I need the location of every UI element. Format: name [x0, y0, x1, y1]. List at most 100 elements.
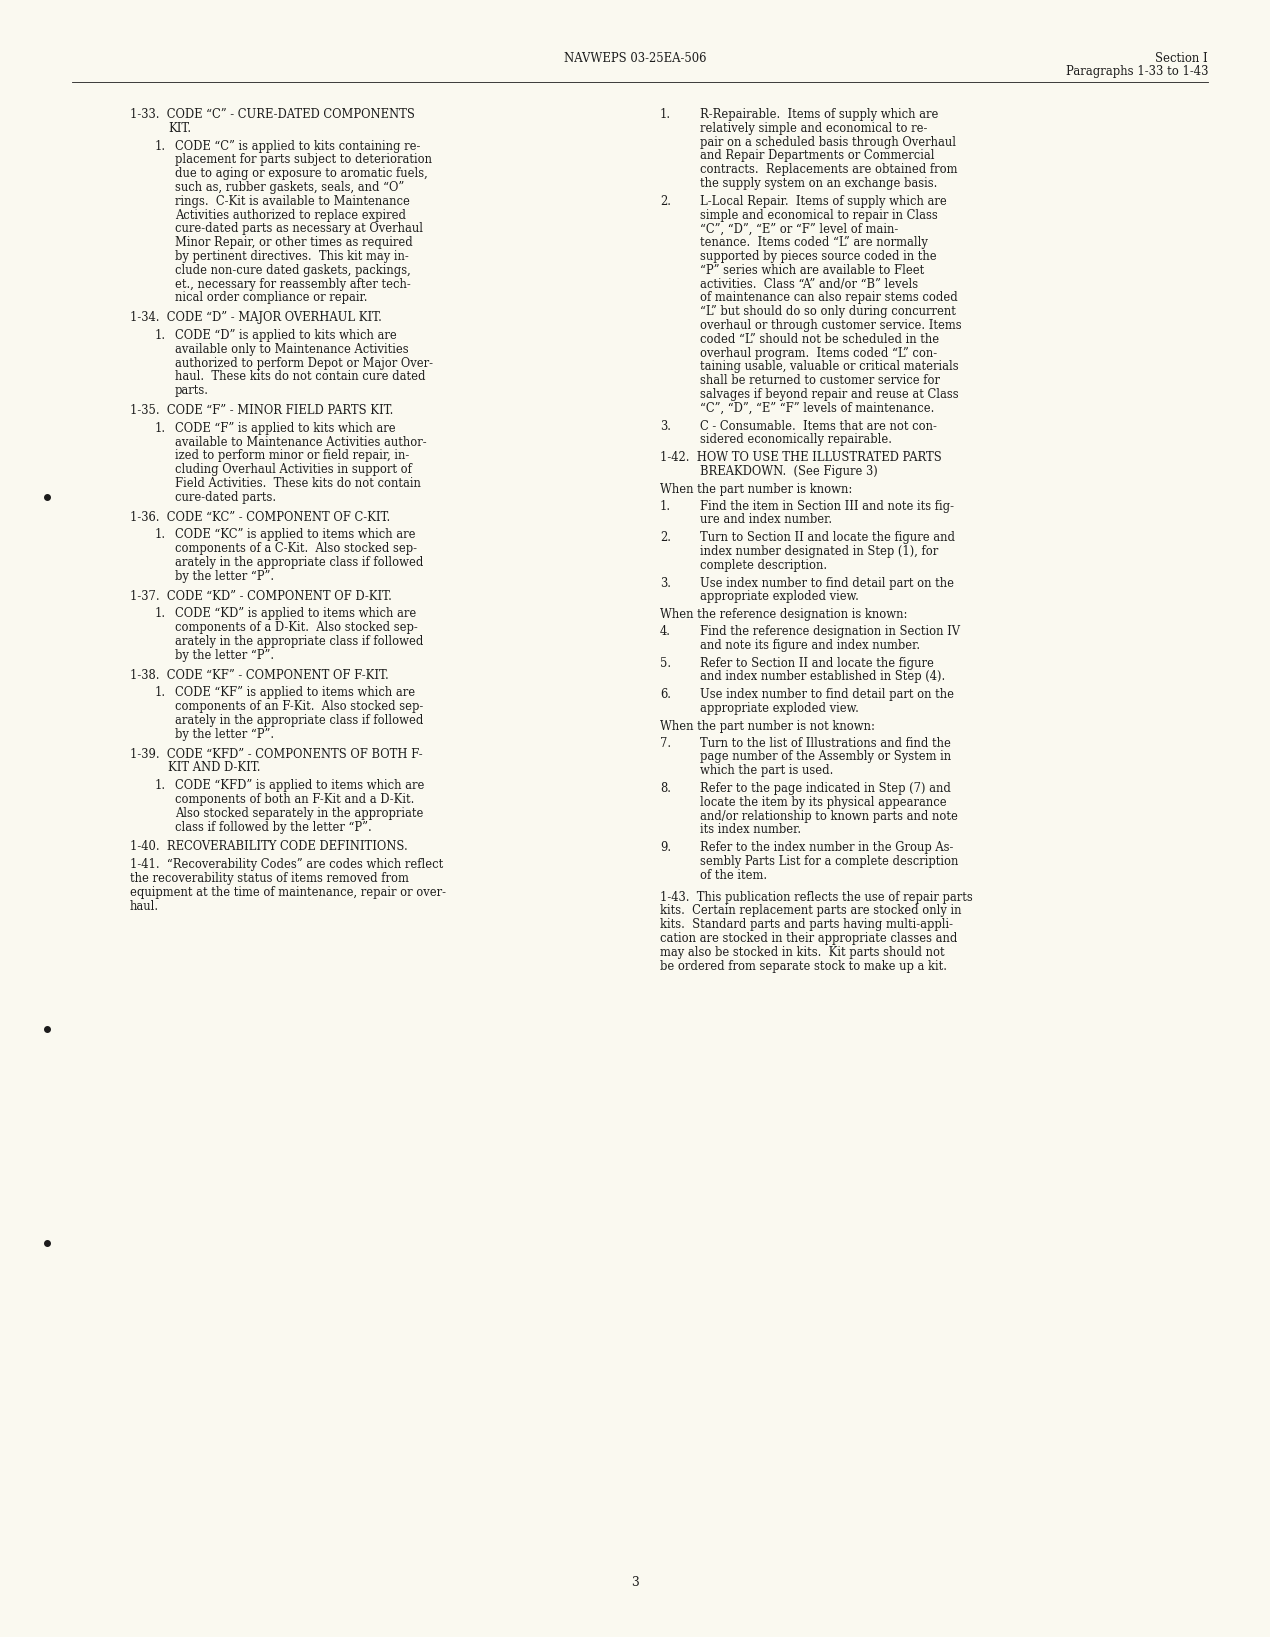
Text: components of both an F-Kit and a D-Kit.: components of both an F-Kit and a D-Kit. [175, 792, 414, 805]
Text: of maintenance can also repair stems coded: of maintenance can also repair stems cod… [700, 291, 958, 304]
Text: Activities authorized to replace expired: Activities authorized to replace expired [175, 208, 406, 221]
Text: clude non-cure dated gaskets, packings,: clude non-cure dated gaskets, packings, [175, 264, 410, 277]
Text: 5.: 5. [660, 656, 671, 670]
Text: the supply system on an exchange basis.: the supply system on an exchange basis. [700, 177, 937, 190]
Text: 1.: 1. [155, 779, 166, 792]
Text: cluding Overhaul Activities in support of: cluding Overhaul Activities in support o… [175, 463, 411, 476]
Text: cure-dated parts as necessary at Overhaul: cure-dated parts as necessary at Overhau… [175, 223, 423, 236]
Text: 1-40.  RECOVERABILITY CODE DEFINITIONS.: 1-40. RECOVERABILITY CODE DEFINITIONS. [130, 840, 408, 853]
Text: overhaul or through customer service. Items: overhaul or through customer service. It… [700, 319, 961, 332]
Text: 1-42.  HOW TO USE THE ILLUSTRATED PARTS: 1-42. HOW TO USE THE ILLUSTRATED PARTS [660, 452, 942, 465]
Text: 7.: 7. [660, 737, 671, 750]
Text: components of a D-Kit.  Also stocked sep-: components of a D-Kit. Also stocked sep- [175, 620, 418, 634]
Text: simple and economical to repair in Class: simple and economical to repair in Class [700, 208, 937, 221]
Text: When the part number is known:: When the part number is known: [660, 483, 852, 496]
Text: C - Consumable.  Items that are not con-: C - Consumable. Items that are not con- [700, 419, 937, 432]
Text: such as, rubber gaskets, seals, and “O”: such as, rubber gaskets, seals, and “O” [175, 182, 404, 195]
Text: arately in the appropriate class if followed: arately in the appropriate class if foll… [175, 557, 423, 570]
Text: Section I: Section I [1156, 52, 1208, 65]
Text: Also stocked separately in the appropriate: Also stocked separately in the appropria… [175, 807, 423, 820]
Text: activities.  Class “A” and/or “B” levels: activities. Class “A” and/or “B” levels [700, 278, 918, 291]
Text: 1-43.  This publication reflects the use of repair parts: 1-43. This publication reflects the use … [660, 891, 973, 904]
Text: haul.  These kits do not contain cure dated: haul. These kits do not contain cure dat… [175, 370, 425, 383]
Text: be ordered from separate stock to make up a kit.: be ordered from separate stock to make u… [660, 959, 947, 972]
Text: 3.: 3. [660, 419, 671, 432]
Text: supported by pieces source coded in the: supported by pieces source coded in the [700, 250, 937, 264]
Text: “P” series which are available to Fleet: “P” series which are available to Fleet [700, 264, 925, 277]
Text: the recoverability status of items removed from: the recoverability status of items remov… [130, 873, 409, 886]
Text: 1-39.  CODE “KFD” - COMPONENTS OF BOTH F-: 1-39. CODE “KFD” - COMPONENTS OF BOTH F- [130, 748, 423, 761]
Text: Turn to the list of Illustrations and find the: Turn to the list of Illustrations and fi… [700, 737, 951, 750]
Text: by the letter “P”.: by the letter “P”. [175, 728, 274, 742]
Text: tenance.  Items coded “L” are normally: tenance. Items coded “L” are normally [700, 236, 928, 249]
Text: contracts.  Replacements are obtained from: contracts. Replacements are obtained fro… [700, 164, 958, 177]
Text: overhaul program.  Items coded “L” con-: overhaul program. Items coded “L” con- [700, 347, 937, 360]
Text: and/or relationship to known parts and note: and/or relationship to known parts and n… [700, 810, 958, 823]
Text: rings.  C-Kit is available to Maintenance: rings. C-Kit is available to Maintenance [175, 195, 410, 208]
Text: and index number established in Step (4).: and index number established in Step (4)… [700, 671, 945, 683]
Text: “C”, “D”, “E” or “F” level of main-: “C”, “D”, “E” or “F” level of main- [700, 223, 898, 236]
Text: 4.: 4. [660, 625, 671, 638]
Text: relatively simple and economical to re-: relatively simple and economical to re- [700, 121, 927, 134]
Text: 6.: 6. [660, 688, 671, 701]
Text: parts.: parts. [175, 385, 210, 398]
Text: sidered economically repairable.: sidered economically repairable. [700, 434, 892, 447]
Text: CODE “KFD” is applied to items which are: CODE “KFD” is applied to items which are [175, 779, 424, 792]
Text: 1.: 1. [155, 422, 166, 435]
Text: 1-38.  CODE “KF” - COMPONENT OF F-KIT.: 1-38. CODE “KF” - COMPONENT OF F-KIT. [130, 668, 389, 681]
Text: CODE “KC” is applied to items which are: CODE “KC” is applied to items which are [175, 529, 415, 542]
Text: pair on a scheduled basis through Overhaul: pair on a scheduled basis through Overha… [700, 136, 956, 149]
Text: Find the item in Section III and note its fig-: Find the item in Section III and note it… [700, 499, 954, 512]
Text: CODE “KF” is applied to items which are: CODE “KF” is applied to items which are [175, 686, 415, 699]
Text: BREAKDOWN.  (See Figure 3): BREAKDOWN. (See Figure 3) [700, 465, 878, 478]
Text: CODE “F” is applied to kits which are: CODE “F” is applied to kits which are [175, 422, 396, 435]
Text: kits.  Standard parts and parts having multi-appli-: kits. Standard parts and parts having mu… [660, 918, 952, 931]
Text: locate the item by its physical appearance: locate the item by its physical appearan… [700, 796, 946, 809]
Text: which the part is used.: which the part is used. [700, 764, 833, 778]
Text: cure-dated parts.: cure-dated parts. [175, 491, 276, 504]
Text: Refer to the page indicated in Step (7) and: Refer to the page indicated in Step (7) … [700, 782, 951, 796]
Text: et., necessary for reassembly after tech-: et., necessary for reassembly after tech… [175, 278, 410, 291]
Text: 2.: 2. [660, 530, 671, 543]
Text: 3.: 3. [660, 576, 671, 589]
Text: available only to Maintenance Activities: available only to Maintenance Activities [175, 342, 409, 355]
Text: ure and index number.: ure and index number. [700, 514, 832, 527]
Text: index number designated in Step (1), for: index number designated in Step (1), for [700, 545, 939, 558]
Text: of the item.: of the item. [700, 869, 767, 882]
Text: may also be stocked in kits.  Kit parts should not: may also be stocked in kits. Kit parts s… [660, 946, 945, 959]
Text: components of an F-Kit.  Also stocked sep-: components of an F-Kit. Also stocked sep… [175, 701, 423, 714]
Text: Turn to Section II and locate the figure and: Turn to Section II and locate the figure… [700, 530, 955, 543]
Text: 1.: 1. [155, 329, 166, 342]
Text: 1-33.  CODE “C” - CURE-DATED COMPONENTS: 1-33. CODE “C” - CURE-DATED COMPONENTS [130, 108, 415, 121]
Text: R-Repairable.  Items of supply which are: R-Repairable. Items of supply which are [700, 108, 939, 121]
Text: appropriate exploded view.: appropriate exploded view. [700, 702, 859, 715]
Text: 9.: 9. [660, 841, 671, 855]
Text: kits.  Certain replacement parts are stocked only in: kits. Certain replacement parts are stoc… [660, 904, 961, 917]
Text: 1.: 1. [155, 529, 166, 542]
Text: 2.: 2. [660, 195, 671, 208]
Text: 1-41.  “Recoverability Codes” are codes which reflect: 1-41. “Recoverability Codes” are codes w… [130, 858, 443, 871]
Text: CODE “D” is applied to kits which are: CODE “D” is applied to kits which are [175, 329, 396, 342]
Text: appropriate exploded view.: appropriate exploded view. [700, 591, 859, 604]
Text: 1.: 1. [660, 108, 671, 121]
Text: 3: 3 [631, 1576, 639, 1590]
Text: 1.: 1. [155, 607, 166, 620]
Text: 1.: 1. [660, 499, 671, 512]
Text: taining usable, valuable or critical materials: taining usable, valuable or critical mat… [700, 360, 959, 373]
Text: shall be returned to customer service for: shall be returned to customer service fo… [700, 375, 940, 388]
Text: equipment at the time of maintenance, repair or over-: equipment at the time of maintenance, re… [130, 886, 446, 899]
Text: NAVWEPS 03-25EA-506: NAVWEPS 03-25EA-506 [564, 52, 706, 65]
Text: Field Activities.  These kits do not contain: Field Activities. These kits do not cont… [175, 476, 420, 489]
Text: nical order compliance or repair.: nical order compliance or repair. [175, 291, 367, 304]
Text: components of a C-Kit.  Also stocked sep-: components of a C-Kit. Also stocked sep- [175, 542, 417, 555]
Text: complete description.: complete description. [700, 558, 827, 571]
Text: 1-37.  CODE “KD” - COMPONENT OF D-KIT.: 1-37. CODE “KD” - COMPONENT OF D-KIT. [130, 589, 392, 602]
Text: by the letter “P”.: by the letter “P”. [175, 570, 274, 583]
Text: CODE “C” is applied to kits containing re-: CODE “C” is applied to kits containing r… [175, 139, 420, 152]
Text: and Repair Departments or Commercial: and Repair Departments or Commercial [700, 149, 935, 162]
Text: “L” but should do so only during concurrent: “L” but should do so only during concurr… [700, 304, 956, 318]
Text: Use index number to find detail part on the: Use index number to find detail part on … [700, 576, 954, 589]
Text: coded “L” should not be scheduled in the: coded “L” should not be scheduled in the [700, 332, 939, 345]
Text: available to Maintenance Activities author-: available to Maintenance Activities auth… [175, 435, 427, 449]
Text: Find the reference designation in Section IV: Find the reference designation in Sectio… [700, 625, 960, 638]
